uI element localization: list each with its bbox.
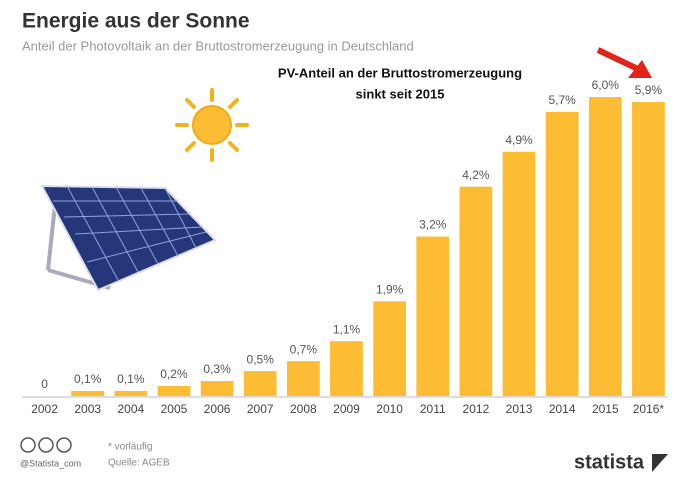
annotation: PV-Anteil an der Bruttostromerzeugung <box>278 65 522 80</box>
solar-panel-icon <box>42 186 215 290</box>
value-label: 0,5% <box>247 352 275 366</box>
x-tick-label: 2014 <box>549 402 576 416</box>
sun-icon <box>177 90 247 160</box>
value-label: 0,2% <box>160 367 188 381</box>
value-label: 5,7% <box>548 93 576 107</box>
annotation: sinkt seit 2015 <box>356 86 445 101</box>
value-label: 1,1% <box>333 322 361 336</box>
bar <box>287 361 320 396</box>
value-label: 0,1% <box>117 372 145 386</box>
bar <box>460 187 493 396</box>
bar <box>503 152 536 396</box>
bar <box>158 386 191 396</box>
bar <box>373 301 406 396</box>
value-label: 6,0% <box>592 78 620 92</box>
value-label: 0,1% <box>74 372 102 386</box>
x-tick-label: 2008 <box>290 402 317 416</box>
x-tick-label: 2016* <box>633 402 665 416</box>
value-label: 0 <box>41 377 48 391</box>
value-label: 1,9% <box>376 282 404 296</box>
value-label: 0,7% <box>290 342 318 356</box>
bar <box>201 381 234 396</box>
x-tick-label: 2015 <box>592 402 619 416</box>
bar <box>330 341 363 396</box>
bar <box>546 112 579 396</box>
chart-title: Energie aus der Sonne <box>22 10 250 33</box>
footer-handle: @Statista_com <box>20 458 81 468</box>
red-arrow <box>598 50 652 78</box>
bar <box>114 391 147 396</box>
bar <box>589 97 622 396</box>
value-label: 4,2% <box>462 168 490 182</box>
x-tick-label: 2002 <box>31 402 58 416</box>
value-label: 3,2% <box>419 218 447 232</box>
value-label: 5,9% <box>635 83 663 97</box>
bar <box>416 237 449 396</box>
x-tick-label: 2006 <box>204 402 231 416</box>
chart: Energie aus der Sonne Anteil der Photovo… <box>0 0 676 477</box>
x-tick-label: 2012 <box>463 402 490 416</box>
footer: @Statista_com * vorläufig Quelle: AGEB s… <box>20 438 668 473</box>
bar <box>71 391 104 396</box>
x-tick-label: 2013 <box>506 402 533 416</box>
chart-subtitle: Anteil der Photovoltaik an der Bruttostr… <box>22 38 414 53</box>
x-tick-label: 2003 <box>74 402 101 416</box>
x-tick-label: 2005 <box>161 402 188 416</box>
bar <box>632 102 665 396</box>
x-tick-label: 2009 <box>333 402 360 416</box>
x-tick-label: 2011 <box>420 402 446 416</box>
value-label: 0,3% <box>203 362 231 376</box>
brand-logo: statista <box>574 451 645 473</box>
x-tick-label: 2007 <box>247 402 274 416</box>
x-tick-label: 2010 <box>376 402 403 416</box>
x-tick-label: 2004 <box>117 402 144 416</box>
footer-source: Quelle: AGEB <box>108 458 170 469</box>
footer-note: * vorläufig <box>108 442 152 453</box>
bar <box>244 371 277 396</box>
value-label: 4,9% <box>505 133 533 147</box>
